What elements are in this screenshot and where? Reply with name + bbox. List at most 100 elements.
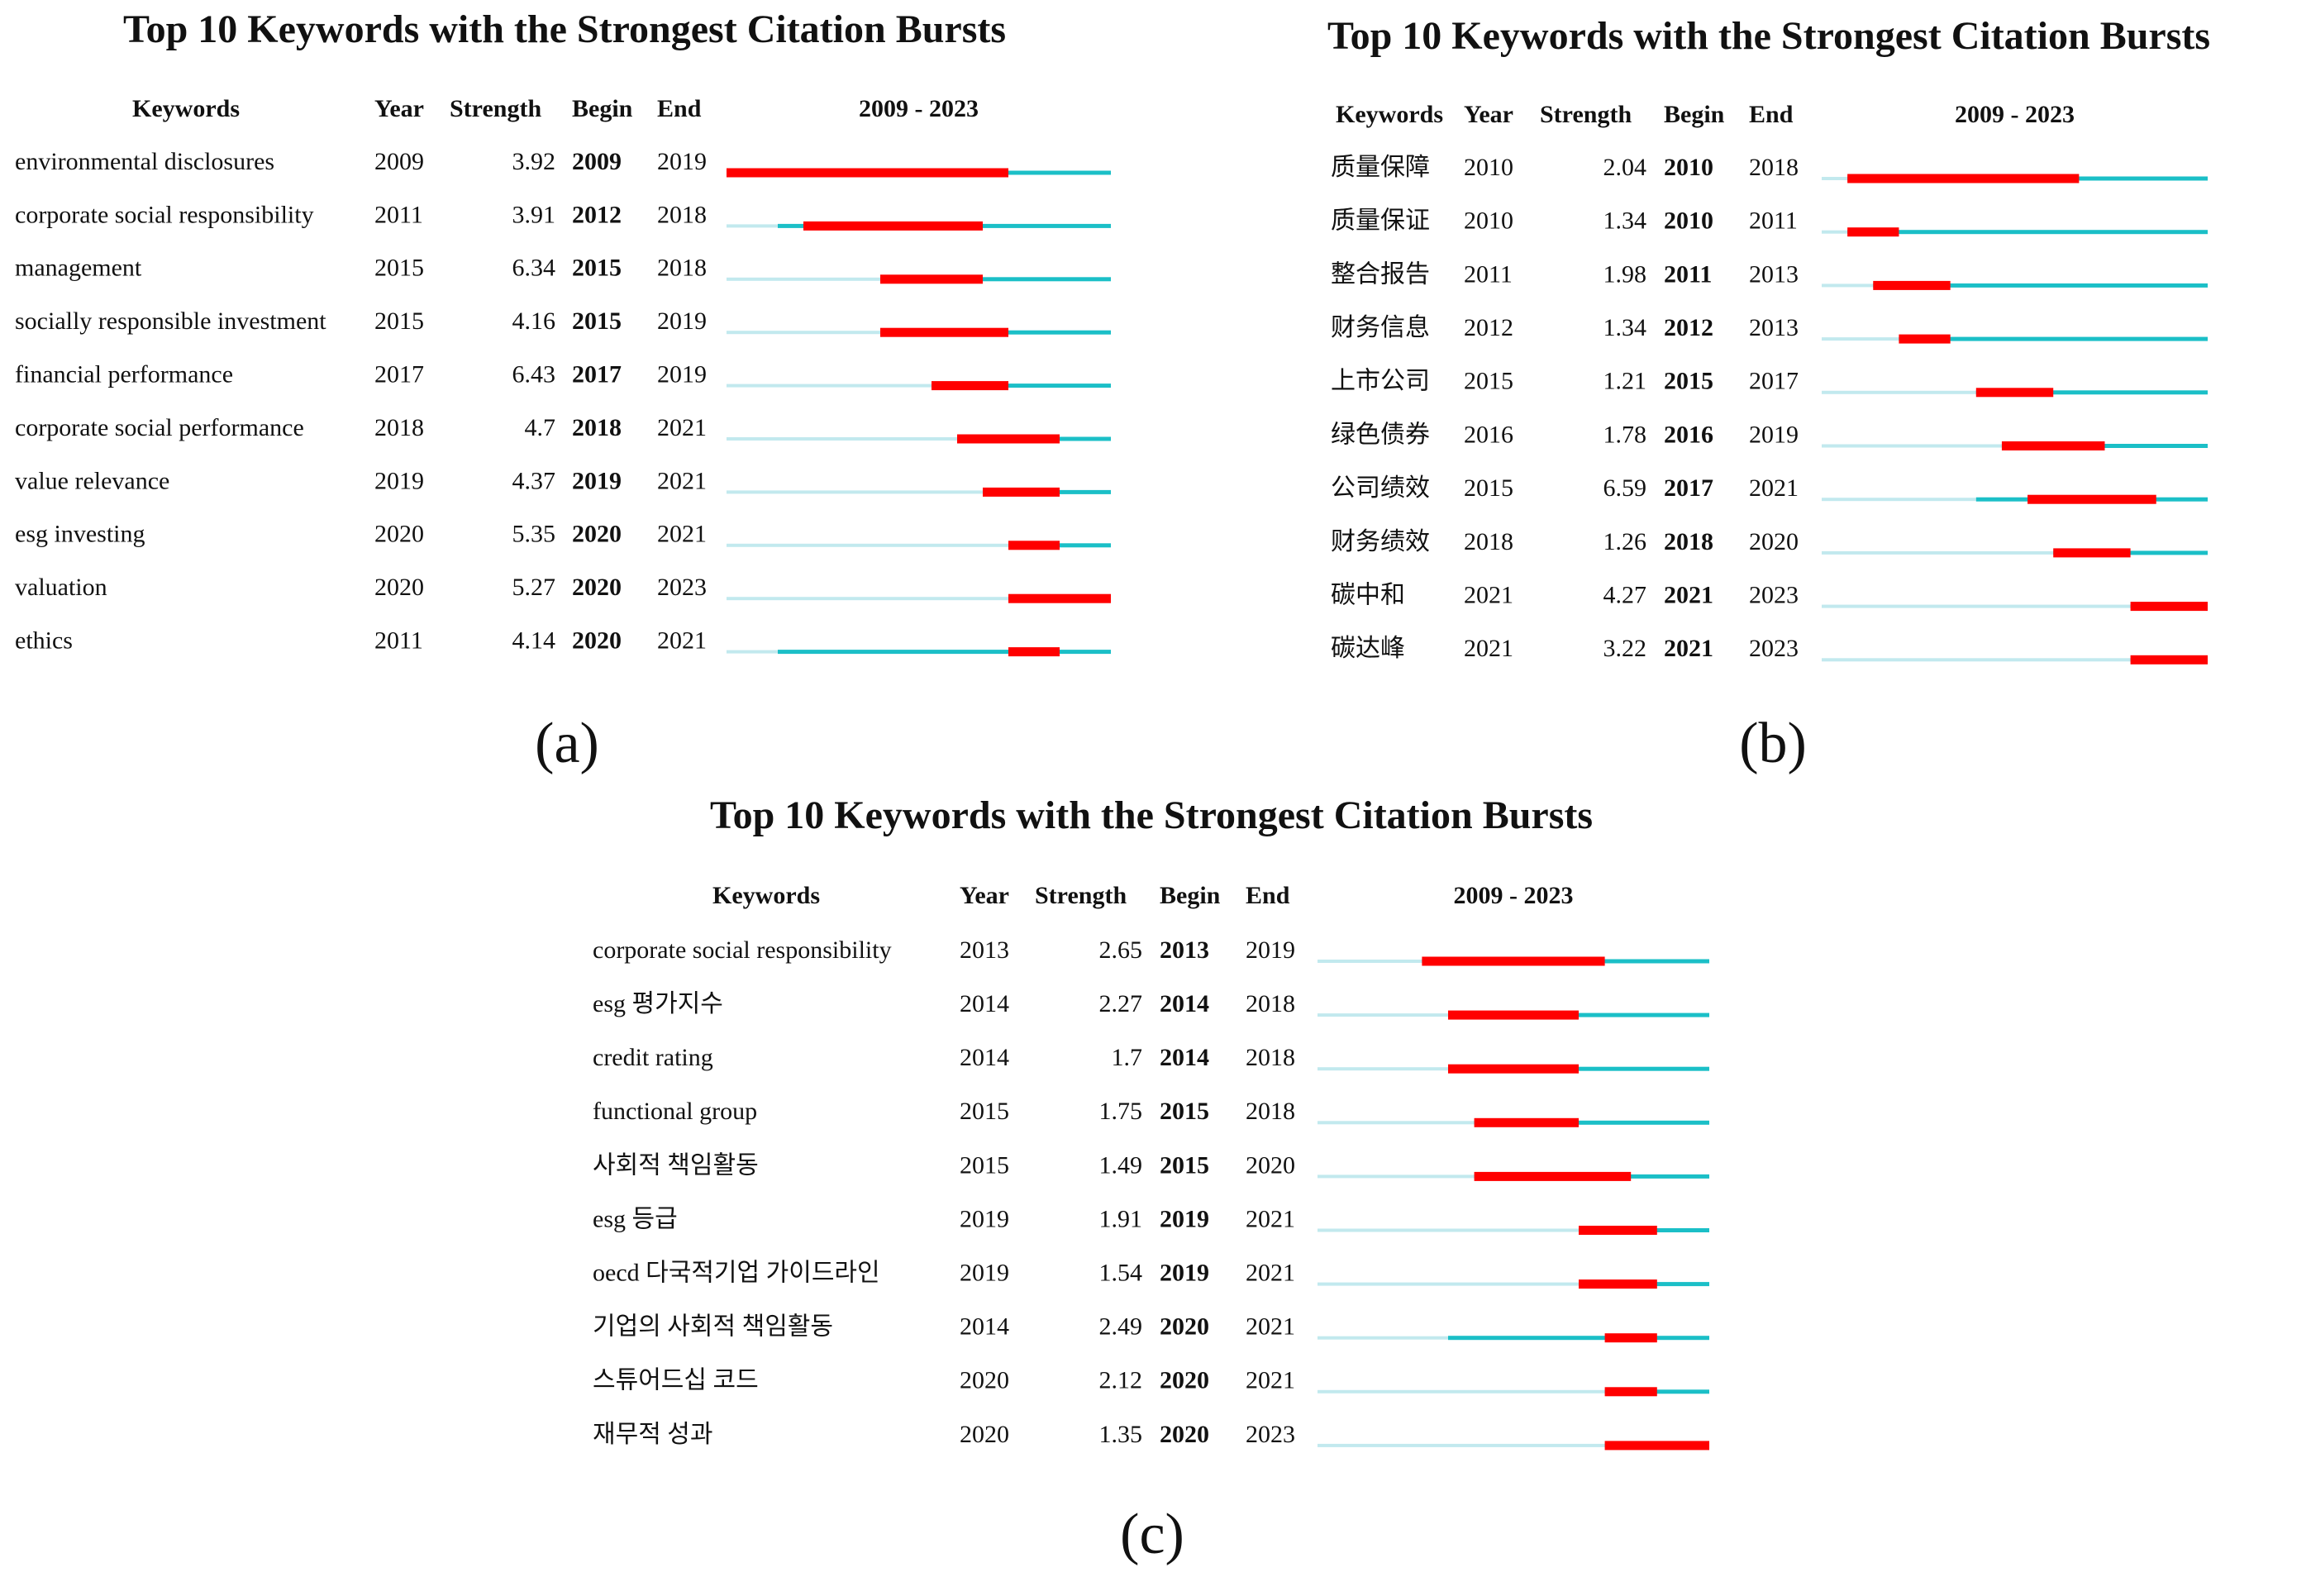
year: 2015	[960, 1098, 1009, 1125]
column-header: End	[1749, 101, 1794, 128]
panel-label: (b)	[1739, 712, 1807, 775]
begin: 2013	[1160, 936, 1209, 964]
year: 2015	[374, 307, 424, 335]
year: 2010	[1464, 207, 1513, 235]
end: 2019	[657, 148, 707, 175]
pre-publication-span	[727, 384, 932, 388]
burst-bar	[957, 434, 1060, 444]
burst-bar	[1448, 1064, 1579, 1074]
begin: 2021	[1664, 635, 1713, 662]
strength: 2.12	[1099, 1367, 1143, 1394]
keyword: value relevance	[15, 467, 169, 494]
column-header: Year	[960, 882, 1009, 909]
burst-bar	[1847, 174, 2080, 183]
year: 2015	[960, 1151, 1009, 1179]
strength: 1.75	[1099, 1098, 1143, 1125]
pre-publication-span	[727, 224, 778, 228]
strength: 1.49	[1099, 1151, 1143, 1179]
end: 2021	[657, 467, 707, 494]
year: 2018	[374, 414, 424, 441]
begin: 2020	[1160, 1313, 1209, 1341]
begin: 2010	[1664, 154, 1713, 181]
pre-publication-span	[1822, 604, 2131, 608]
keyword: 재무적 성과	[593, 1421, 713, 1448]
end: 2021	[1246, 1259, 1295, 1286]
begin: 2015	[1160, 1098, 1209, 1125]
year: 2020	[960, 1421, 1009, 1448]
range-header: 2009 - 2023	[1454, 882, 1574, 909]
year: 2016	[1464, 421, 1513, 448]
panel-label: (a)	[535, 712, 599, 775]
column-header: Strength	[1035, 882, 1127, 909]
year: 2011	[374, 626, 423, 654]
end: 2018	[657, 201, 707, 228]
begin: 2020	[1160, 1367, 1209, 1394]
keyword: 기업의 사회적 책임활동	[593, 1313, 833, 1341]
end: 2018	[1246, 1098, 1295, 1125]
year: 2019	[960, 1259, 1009, 1286]
strength: 3.92	[512, 148, 556, 175]
keyword: 碳达峰	[1331, 635, 1405, 662]
keyword: 整合报告	[1331, 260, 1430, 288]
pre-publication-span	[1318, 1121, 1475, 1125]
year: 2019	[960, 1205, 1009, 1232]
pre-publication-span	[1318, 1013, 1448, 1017]
burst-bar	[2130, 602, 2208, 612]
end: 2023	[1246, 1421, 1295, 1448]
keyword: valuation	[15, 574, 107, 601]
keyword: environmental disclosures	[15, 148, 274, 175]
end: 2019	[1246, 936, 1295, 964]
keyword: 公司绩效	[1331, 474, 1430, 502]
burst-bar	[1579, 1226, 1657, 1235]
strength: 1.7	[1112, 1044, 1143, 1071]
range-header: 2009 - 2023	[859, 95, 979, 122]
strength: 4.37	[512, 467, 556, 494]
end: 2021	[1246, 1367, 1295, 1394]
keyword: 碳中和	[1331, 581, 1405, 608]
strength: 5.27	[512, 574, 556, 601]
burst-bar	[1474, 1171, 1632, 1181]
begin: 2018	[1664, 528, 1713, 555]
pre-publication-span	[727, 490, 983, 494]
keyword: 上市公司	[1331, 368, 1430, 395]
pre-publication-span	[1822, 337, 1899, 341]
keyword: corporate social performance	[15, 414, 304, 441]
end: 2013	[1749, 314, 1799, 341]
pre-publication-span	[1822, 498, 1976, 502]
end: 2018	[657, 255, 707, 282]
keyword: functional group	[593, 1098, 757, 1125]
panel-label: (c)	[1120, 1503, 1184, 1566]
column-header: Year	[374, 95, 424, 122]
year: 2009	[374, 148, 424, 175]
burst-bar	[1579, 1279, 1657, 1289]
pre-publication-span	[1822, 390, 1976, 394]
active-span	[1899, 336, 2208, 341]
year: 2015	[1464, 368, 1513, 395]
end: 2023	[1749, 635, 1799, 662]
burst-bar	[932, 381, 1008, 391]
burst-bar	[1474, 1117, 1579, 1127]
strength: 1.21	[1603, 368, 1647, 395]
year: 2021	[1464, 635, 1513, 662]
year: 2012	[1464, 314, 1513, 341]
end: 2019	[657, 360, 707, 388]
strength: 3.22	[1603, 635, 1647, 662]
keyword: socially responsible investment	[15, 307, 326, 335]
pre-publication-span	[1822, 550, 2054, 555]
keyword: 财务绩效	[1331, 528, 1430, 555]
end: 2021	[657, 626, 707, 654]
begin: 2017	[572, 360, 622, 388]
keyword: 사회적 책임활동	[593, 1151, 759, 1179]
column-header: Keywords	[712, 882, 820, 909]
pre-publication-span	[1318, 1228, 1579, 1232]
burst-bar	[2001, 441, 2105, 450]
burst-bar	[2053, 548, 2131, 558]
end: 2011	[1749, 207, 1798, 235]
year: 2020	[960, 1367, 1009, 1394]
column-header: End	[1246, 882, 1290, 909]
end: 2023	[657, 574, 707, 601]
end: 2021	[657, 414, 707, 441]
strength: 1.91	[1099, 1205, 1143, 1232]
